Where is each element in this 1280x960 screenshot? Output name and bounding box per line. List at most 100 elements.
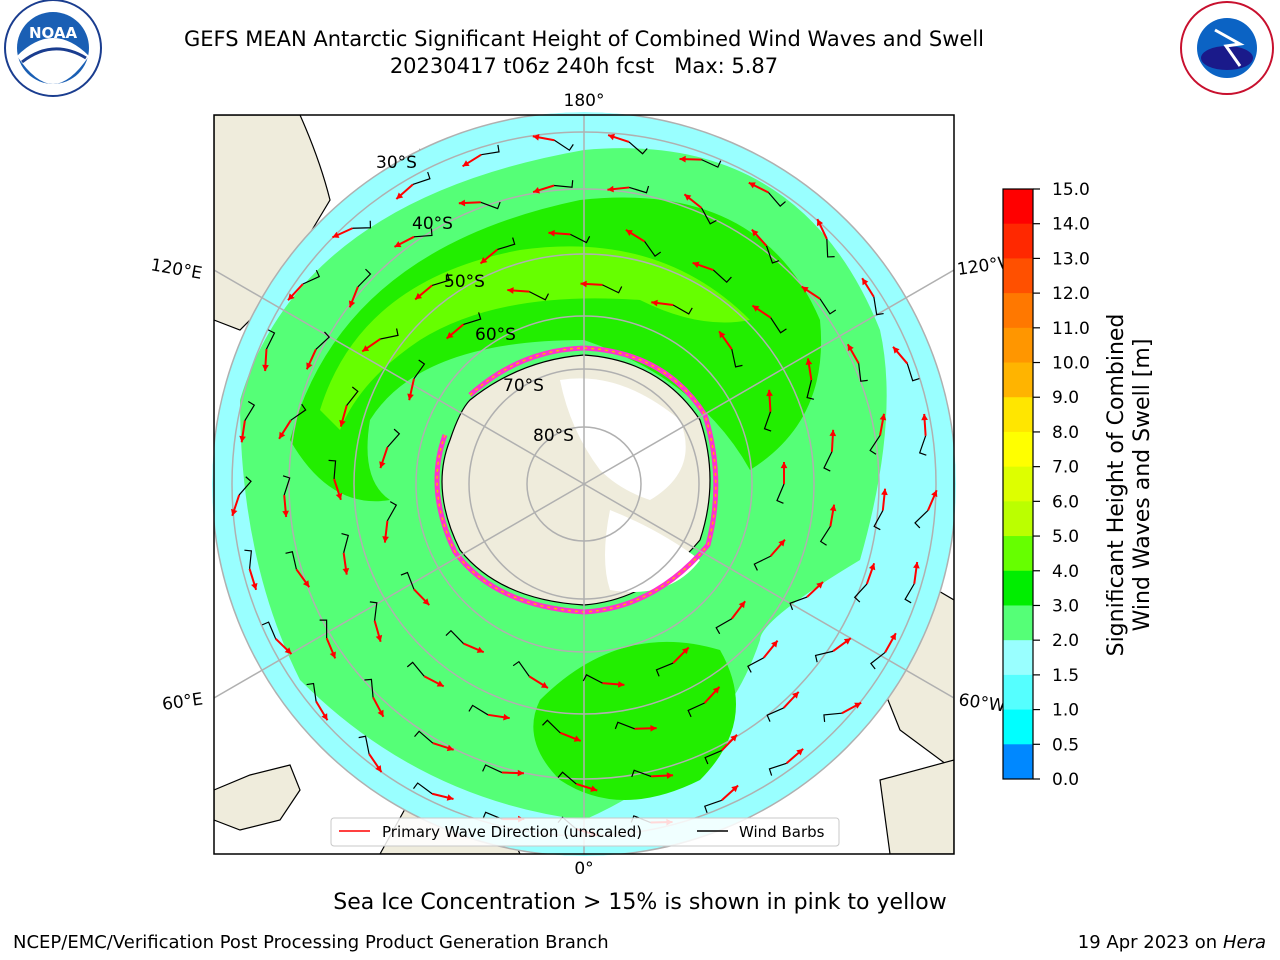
- wind-barb: [482, 811, 503, 820]
- wind-barb: [328, 459, 337, 479]
- colorbar-segment: [1003, 709, 1033, 745]
- wind-barb: [826, 238, 835, 258]
- wave-arrow-head: [879, 413, 887, 421]
- wind-barb: [869, 435, 881, 455]
- colorbar-tick-label: 7.0: [1052, 458, 1079, 478]
- wind-barb: [557, 771, 577, 785]
- sea-ice-caption: Sea Ice Concentration > 15% is shown in …: [333, 890, 947, 915]
- wave-arrow-head: [679, 155, 686, 163]
- wind-barb: [482, 764, 503, 774]
- wave-arrow-head: [792, 691, 799, 699]
- wind-barb: [302, 269, 321, 285]
- wave-arrow-head: [666, 772, 674, 779]
- wave-arrow-head: [382, 536, 389, 543]
- wave-arrow-head: [335, 492, 343, 500]
- colorbar-segment: [1003, 640, 1033, 676]
- wave-arrow-head: [805, 358, 813, 366]
- wind-barb: [914, 509, 929, 529]
- wind-barb: [468, 704, 489, 716]
- wind-barb: [244, 401, 256, 421]
- wave-arrow-head: [339, 419, 346, 427]
- wave-arrow-head: [684, 194, 692, 201]
- colorbar-tick-label: 11.0: [1052, 319, 1090, 339]
- wave-arrow-head: [532, 134, 540, 141]
- footer-date: 19 Apr 2023 on: [1077, 932, 1223, 953]
- wind-barb: [823, 712, 842, 722]
- wave-arrow-head: [617, 681, 625, 688]
- wind-barb: [285, 551, 297, 570]
- wave-arrow-head: [625, 229, 633, 236]
- wave-arrow-head: [766, 389, 773, 397]
- land-south-america-south: [879, 759, 954, 854]
- wind-barb: [628, 141, 648, 155]
- lat-label-50s: 50°S: [444, 272, 485, 292]
- wind-barb: [386, 501, 398, 522]
- wind-barb: [238, 476, 252, 496]
- wave-arrow-head: [284, 647, 292, 655]
- lat-label-80s: 80°S: [533, 426, 574, 446]
- wave-arrow-head: [590, 785, 598, 792]
- wave-arrow-head: [881, 488, 888, 496]
- wind-barb: [731, 349, 743, 368]
- nws-logo: [1180, 1, 1274, 95]
- wave-arrow-head: [607, 185, 614, 193]
- wind-barb: [445, 629, 464, 645]
- wave-arrow-head: [436, 680, 444, 687]
- colorbar-segment: [1003, 744, 1033, 780]
- wind-barb: [542, 719, 561, 734]
- wind-barb: [776, 483, 785, 504]
- wave-arrow-head: [650, 724, 657, 732]
- colorbar-ticks: 15.0 14.0 13.0 12.0 11.0 10.0 9.0 8.0 7.0 6.0 5.0 4…: [1033, 180, 1090, 790]
- wind-barb: [244, 549, 253, 569]
- wave-arrow-head: [507, 287, 514, 294]
- wave-arrow-head: [239, 435, 246, 443]
- land-madagascar: [214, 764, 301, 831]
- legend-wave-label: Primary Wave Direction (unscaled): [382, 823, 642, 841]
- colorbar-segment: [1003, 674, 1033, 711]
- wind-barb: [315, 331, 331, 350]
- colorbar-segment: [1003, 536, 1033, 572]
- wind-barb: [380, 328, 399, 340]
- lon-label-0: 0°: [574, 859, 593, 879]
- wave-arrow-head: [377, 709, 384, 717]
- lat-label-60s: 60°S: [475, 325, 516, 345]
- colorbar-tick-label: 13.0: [1052, 249, 1090, 269]
- wind-barb: [712, 269, 732, 284]
- colorbar-segment: [1003, 223, 1033, 259]
- colorbar-tick-label: 15.0: [1052, 180, 1090, 200]
- wave-arrow-head: [287, 293, 295, 301]
- wave-arrow-head: [476, 646, 484, 653]
- wave-arrow-head: [446, 794, 454, 801]
- wave-arrow-head: [306, 362, 313, 370]
- wave-arrow-head: [931, 490, 938, 498]
- wind-barb: [701, 159, 722, 168]
- wind-barb: [704, 799, 722, 814]
- lon-label-120e: 120°E: [149, 255, 203, 284]
- wind-barb: [406, 661, 425, 677]
- colorbar-tick-label: 8.0: [1052, 423, 1079, 443]
- wind-barb: [853, 583, 868, 603]
- wind-barb: [765, 245, 780, 264]
- wind-barb: [431, 273, 451, 286]
- wave-arrow-head: [748, 182, 756, 189]
- noaa-logo: NOAA: [4, 0, 102, 97]
- wind-barb: [364, 678, 374, 698]
- colorbar-tick-label: 4.0: [1052, 562, 1079, 582]
- wind-barb: [873, 510, 884, 531]
- wind-barb: [358, 735, 370, 755]
- wave-arrow-head: [730, 734, 737, 742]
- colorbar-tick-label: 5.0: [1052, 527, 1079, 547]
- wave-arrow-head: [262, 364, 269, 372]
- colorbar-tick-label: 0.0: [1052, 770, 1079, 790]
- wind-barb: [341, 533, 350, 553]
- wave-arrow-head: [862, 278, 869, 286]
- colorbar-segment: [1003, 570, 1033, 606]
- wind-barb: [766, 707, 784, 722]
- wave-arrow-head: [540, 681, 548, 688]
- colorbar-title: Significant Height of Combined Wind Wave…: [1104, 314, 1155, 657]
- wave-arrow-head: [407, 393, 414, 401]
- wave-arrow-head: [348, 300, 356, 308]
- lon-label-180: 180°: [564, 91, 605, 111]
- colorbar-tick-label: 3.0: [1052, 596, 1079, 616]
